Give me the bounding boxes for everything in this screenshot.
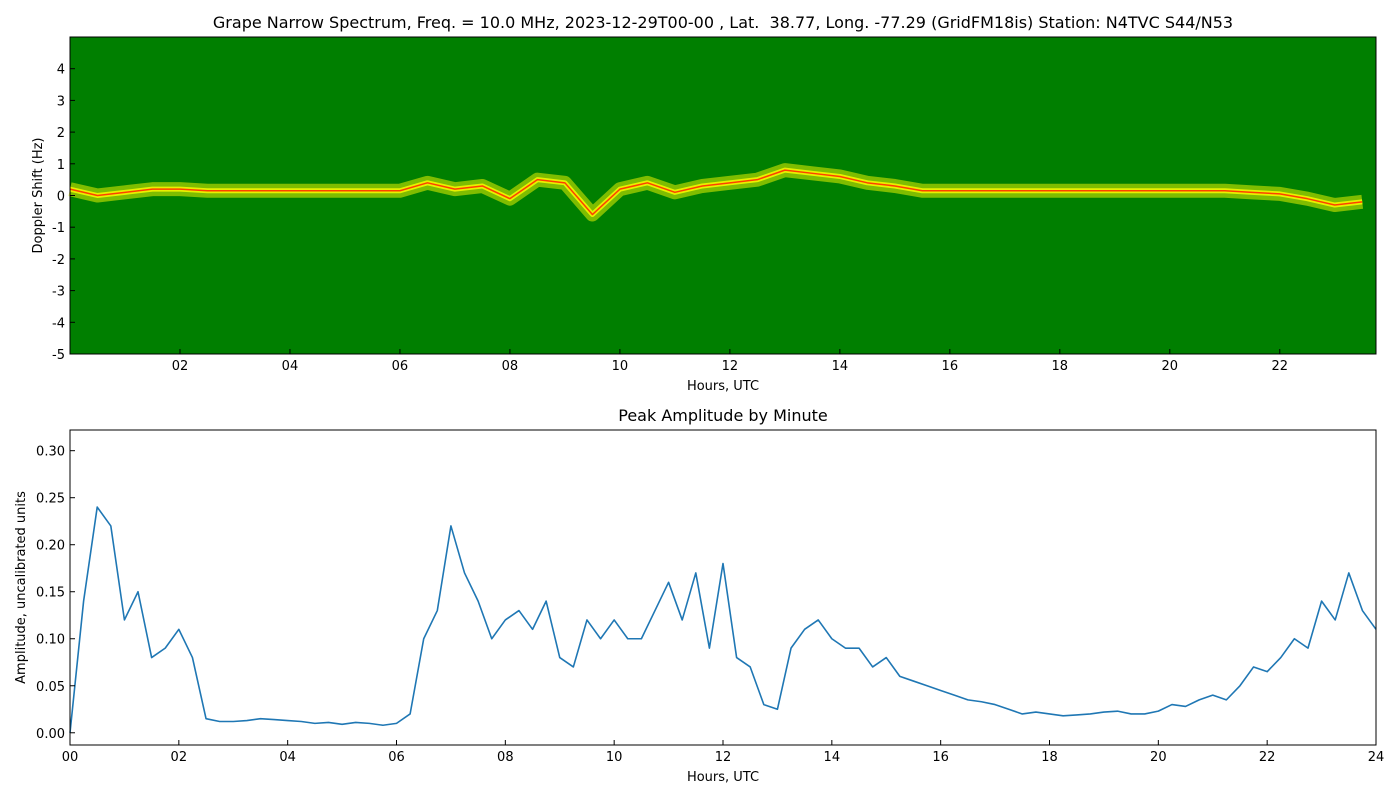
x-tick-label: 24 [1368, 750, 1385, 765]
x-tick-label: 00 [62, 750, 79, 765]
y-tick-label: 0.00 [36, 727, 65, 742]
chart-title: Grape Narrow Spectrum, Freq. = 10.0 MHz,… [213, 13, 1233, 32]
y-tick-label: 0.10 [36, 633, 65, 648]
y-tick-label: 3 [57, 94, 65, 109]
x-tick-label: 14 [824, 750, 841, 765]
x-tick-label: 12 [722, 359, 739, 374]
y-tick-label: 4 [57, 63, 65, 78]
x-tick-label: 06 [388, 750, 405, 765]
x-tick-label: 04 [279, 750, 296, 765]
x-tick-label: 20 [1162, 359, 1179, 374]
y-tick-label: 0.05 [36, 680, 65, 695]
x-axis-label: Hours, UTC [687, 770, 759, 785]
x-tick-label: 08 [497, 750, 514, 765]
x-tick-label: 06 [392, 359, 409, 374]
y-tick-label: -4 [52, 316, 65, 331]
x-tick-label: 08 [502, 359, 519, 374]
x-axis-label: Hours, UTC [687, 379, 759, 394]
y-tick-label: 1 [57, 158, 65, 173]
x-tick-label: 04 [282, 359, 299, 374]
y-tick-label: 2 [57, 126, 65, 141]
x-tick-label: 02 [171, 750, 188, 765]
y-axis-label: Doppler Shift (Hz) [31, 138, 46, 254]
x-tick-label: 22 [1259, 750, 1276, 765]
y-tick-label: 0 [57, 190, 65, 205]
y-tick-label: 0.20 [36, 539, 65, 554]
y-axis-label: Amplitude, uncalibrated units [14, 491, 29, 684]
x-tick-label: 18 [1052, 359, 1069, 374]
x-tick-label: 22 [1271, 359, 1288, 374]
x-tick-label: 10 [606, 750, 623, 765]
y-tick-label: -2 [52, 253, 65, 268]
x-tick-label: 16 [942, 359, 959, 374]
x-tick-label: 18 [1041, 750, 1058, 765]
x-tick-label: 16 [932, 750, 949, 765]
y-tick-label: -1 [52, 221, 65, 236]
plot-frame [69, 429, 1377, 746]
y-tick-label: 0.15 [36, 586, 65, 601]
x-tick-label: 02 [172, 359, 189, 374]
amplitude-line [69, 506, 1377, 733]
y-tick-label: 0.25 [36, 492, 65, 507]
x-tick-label: 12 [715, 750, 732, 765]
x-tick-label: 20 [1150, 750, 1167, 765]
x-tick-label: 10 [612, 359, 629, 374]
y-tick-label: -3 [52, 285, 65, 300]
y-tick-label: 0.30 [36, 445, 65, 460]
x-tick-label: 14 [832, 359, 849, 374]
doppler-trace [69, 169, 1363, 216]
chart-title: Peak Amplitude by Minute [618, 406, 828, 425]
y-tick-label: -5 [52, 348, 65, 363]
